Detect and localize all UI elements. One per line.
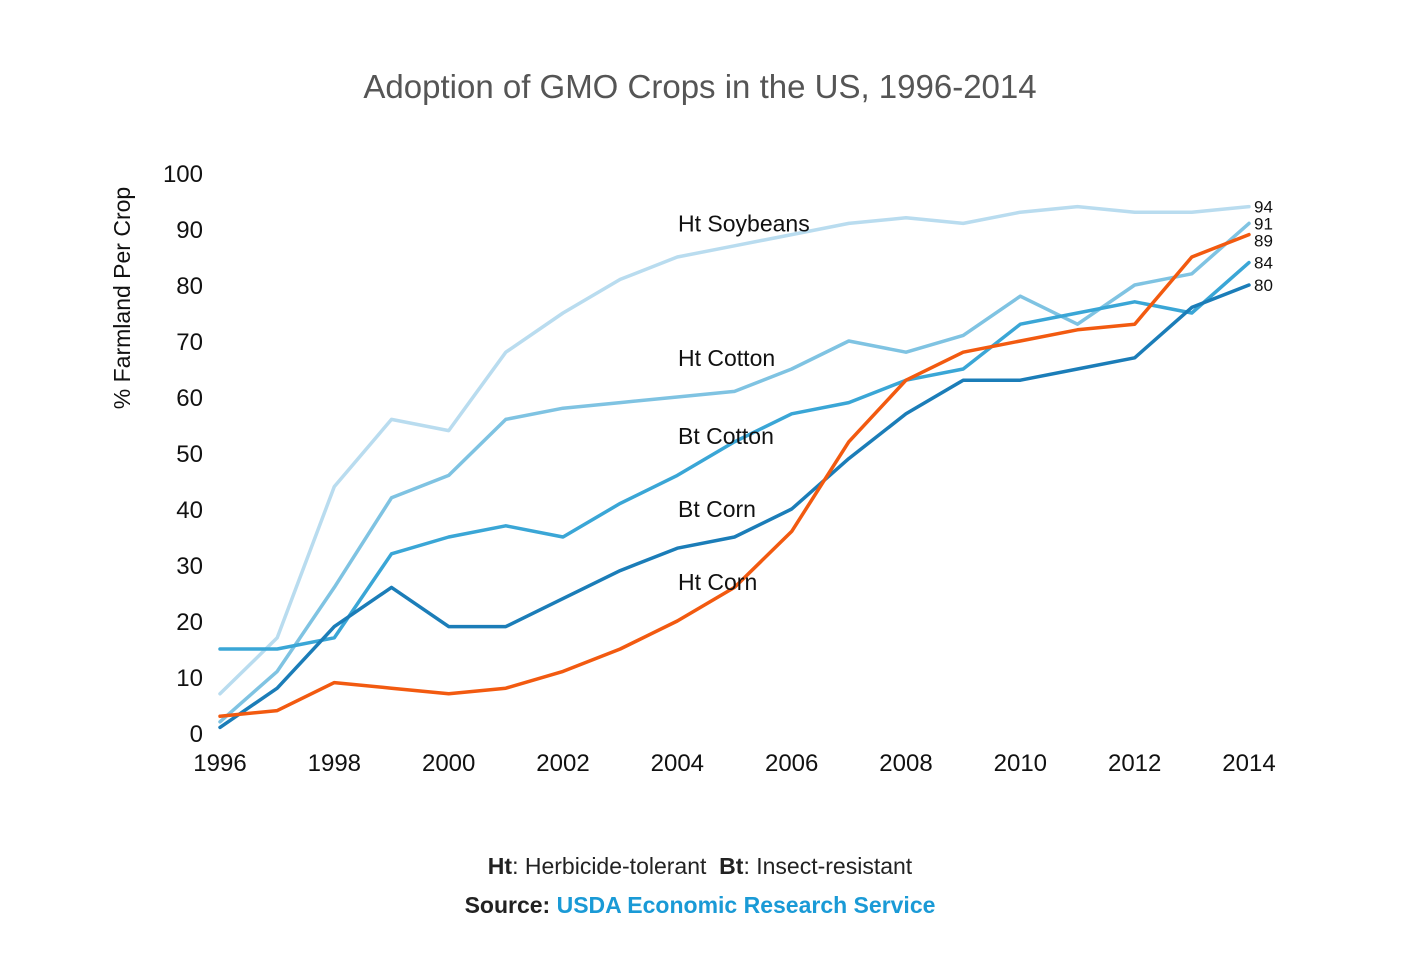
series-name-labels: Ht Soybeans Ht Cotton Bt Cotton Bt Corn Ht C…	[678, 210, 810, 594]
end-value-label: 94	[1254, 198, 1273, 217]
x-tick-label: 2008	[879, 750, 932, 777]
series-name-ht-cotton: Ht Cotton	[678, 345, 775, 371]
series-name-bt-corn: Bt Corn	[678, 496, 756, 522]
series-name-bt-cotton: Bt Cotton	[678, 423, 774, 449]
x-tick-label: 2004	[651, 750, 704, 777]
series-line-bt-corn	[218, 283, 1251, 730]
series-name-ht-soybeans: Ht Soybeans	[678, 210, 810, 236]
y-tick-label: 70	[176, 329, 203, 356]
end-value-label: 91	[1254, 215, 1273, 234]
series-line-ht-soybeans	[218, 204, 1251, 696]
bt-key: Bt	[719, 853, 744, 879]
x-tick-label: 2012	[1108, 750, 1161, 777]
y-tick-label: 30	[176, 553, 203, 580]
y-tick-label: 80	[176, 273, 203, 300]
end-value-label: 84	[1254, 254, 1273, 273]
x-tick-labels: 1996 1998 2000 2002 2004 2006 2008 2010 2012 2014	[193, 750, 1275, 777]
source-label: Source:	[464, 892, 557, 918]
source-line: Source: USDA Economic Research Service	[0, 892, 1400, 919]
series-name-ht-corn: Ht Corn	[678, 569, 757, 595]
y-axis-label: % Farmland Per Crop	[109, 187, 135, 409]
y-tick-label: 40	[176, 497, 203, 524]
x-tick-label: 2000	[422, 750, 475, 777]
ht-description: : Herbicide-tolerant	[512, 853, 707, 879]
source-link[interactable]: USDA Economic Research Service	[556, 892, 936, 918]
x-tick-label: 2002	[536, 750, 589, 777]
end-value-label: 80	[1254, 276, 1273, 295]
x-tick-label: 1996	[193, 750, 246, 777]
y-tick-label: 10	[176, 665, 203, 692]
x-tick-label: 2010	[994, 750, 1047, 777]
y-tick-label: 20	[176, 609, 203, 636]
y-tick-label: 100	[163, 161, 203, 188]
chart-title: Adoption of GMO Crops in the US, 1996-20…	[363, 68, 1037, 105]
x-tick-label: 2014	[1222, 750, 1275, 777]
end-value-label: 89	[1254, 232, 1273, 251]
y-tick-label: 90	[176, 217, 203, 244]
series-line-ht-cotton	[218, 221, 1251, 724]
legend-footnote: Ht: Herbicide-tolerant Bt: Insect-resist…	[0, 853, 1400, 880]
y-tick-labels: 0 10 20 30 40 50 60 70 80 90 100	[163, 161, 203, 748]
y-tick-label: 0	[190, 721, 203, 748]
bt-description: : Insect-resistant	[743, 853, 913, 879]
x-tick-label: 1998	[308, 750, 361, 777]
series-lines	[218, 204, 1251, 730]
x-tick-label: 2006	[765, 750, 818, 777]
ht-key: Ht	[487, 853, 513, 879]
y-tick-label: 60	[176, 385, 203, 412]
series-line-bt-cotton	[218, 260, 1251, 651]
y-tick-label: 50	[176, 441, 203, 468]
series-line-ht-corn	[218, 232, 1251, 718]
